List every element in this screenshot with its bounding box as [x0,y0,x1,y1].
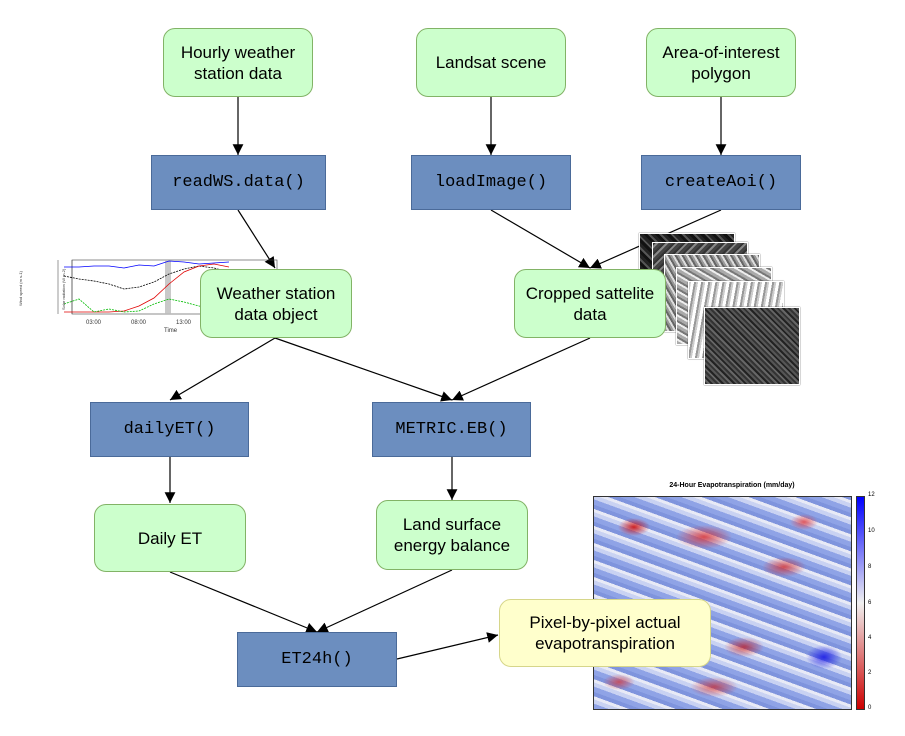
thumbnail-xtick: 13:00 [176,320,192,326]
edge-landsurface-et24h [316,569,453,633]
node-dailyet-function: dailyET() [90,402,249,457]
thumbnail-shaded-band [165,260,171,314]
node-loadimage-function: loadImage() [411,155,571,210]
edge-et24h-pixel [396,632,499,660]
colorbar-tick: 12 [868,492,875,498]
thumbnail-black-series [63,265,230,290]
node-et24h-function: ET24h() [237,632,397,687]
thumbnail-ylabel-right: Solar radiation (W m-2) [61,268,66,310]
colorbar-tick: 10 [868,528,875,534]
node-metric-eb-function: METRIC.EB() [372,402,531,457]
node-area-of-interest-polygon: Area-of-interest polygon [646,28,796,97]
et-map-title: 24-Hour Evapotranspiration (mm/day) [669,482,795,489]
colorbar-tick: 6 [868,600,872,606]
node-hourly-weather-station-data: Hourly weather station data [163,28,313,97]
node-landsat-scene: Landsat scene [416,28,566,97]
node-pixel-by-pixel-actual-evapotranspiration: Pixel-by-pixel actual evapotranspiration [499,599,711,667]
et-map-figure: 24-Hour Evapotranspiration (mm/day) 12 1… [590,480,890,712]
edge-wsobject-metric [274,337,453,402]
colorbar-tick: 0 [868,705,872,711]
node-daily-et: Daily ET [94,504,246,572]
edge-dailyetdata-et24h [169,571,318,633]
edge-readws-wsobject [237,209,276,269]
thumbnail-xtick: 03:00 [86,320,102,326]
node-readws-data-function: readWS.data() [151,155,326,210]
node-weather-station-data-object: Weather station data object [200,269,352,338]
thumbnail-ylabel-left: Wind speed (m s-1) [18,270,23,306]
satellite-tile [704,307,800,385]
node-land-surface-energy-balance: Land surface energy balance [376,500,528,570]
thumbnail-xtick: 08:00 [131,320,147,326]
et-map-colorbar [856,496,865,710]
thumbnail-red-series [64,263,230,313]
edge-wsobject-dailyet [169,337,276,401]
thumbnail-xlabel: Time [164,328,178,334]
node-createaoi-function: createAoi() [641,155,801,210]
thumbnail-blue-series [64,260,230,269]
colorbar-tick: 4 [868,635,872,641]
node-cropped-satellite-data: Cropped sattelite data [514,269,666,338]
colorbar-tick: 2 [868,670,872,676]
edge-loadimage-cropped [490,209,591,269]
edge-cropped-metric [451,337,591,401]
colorbar-tick: 8 [868,564,872,570]
